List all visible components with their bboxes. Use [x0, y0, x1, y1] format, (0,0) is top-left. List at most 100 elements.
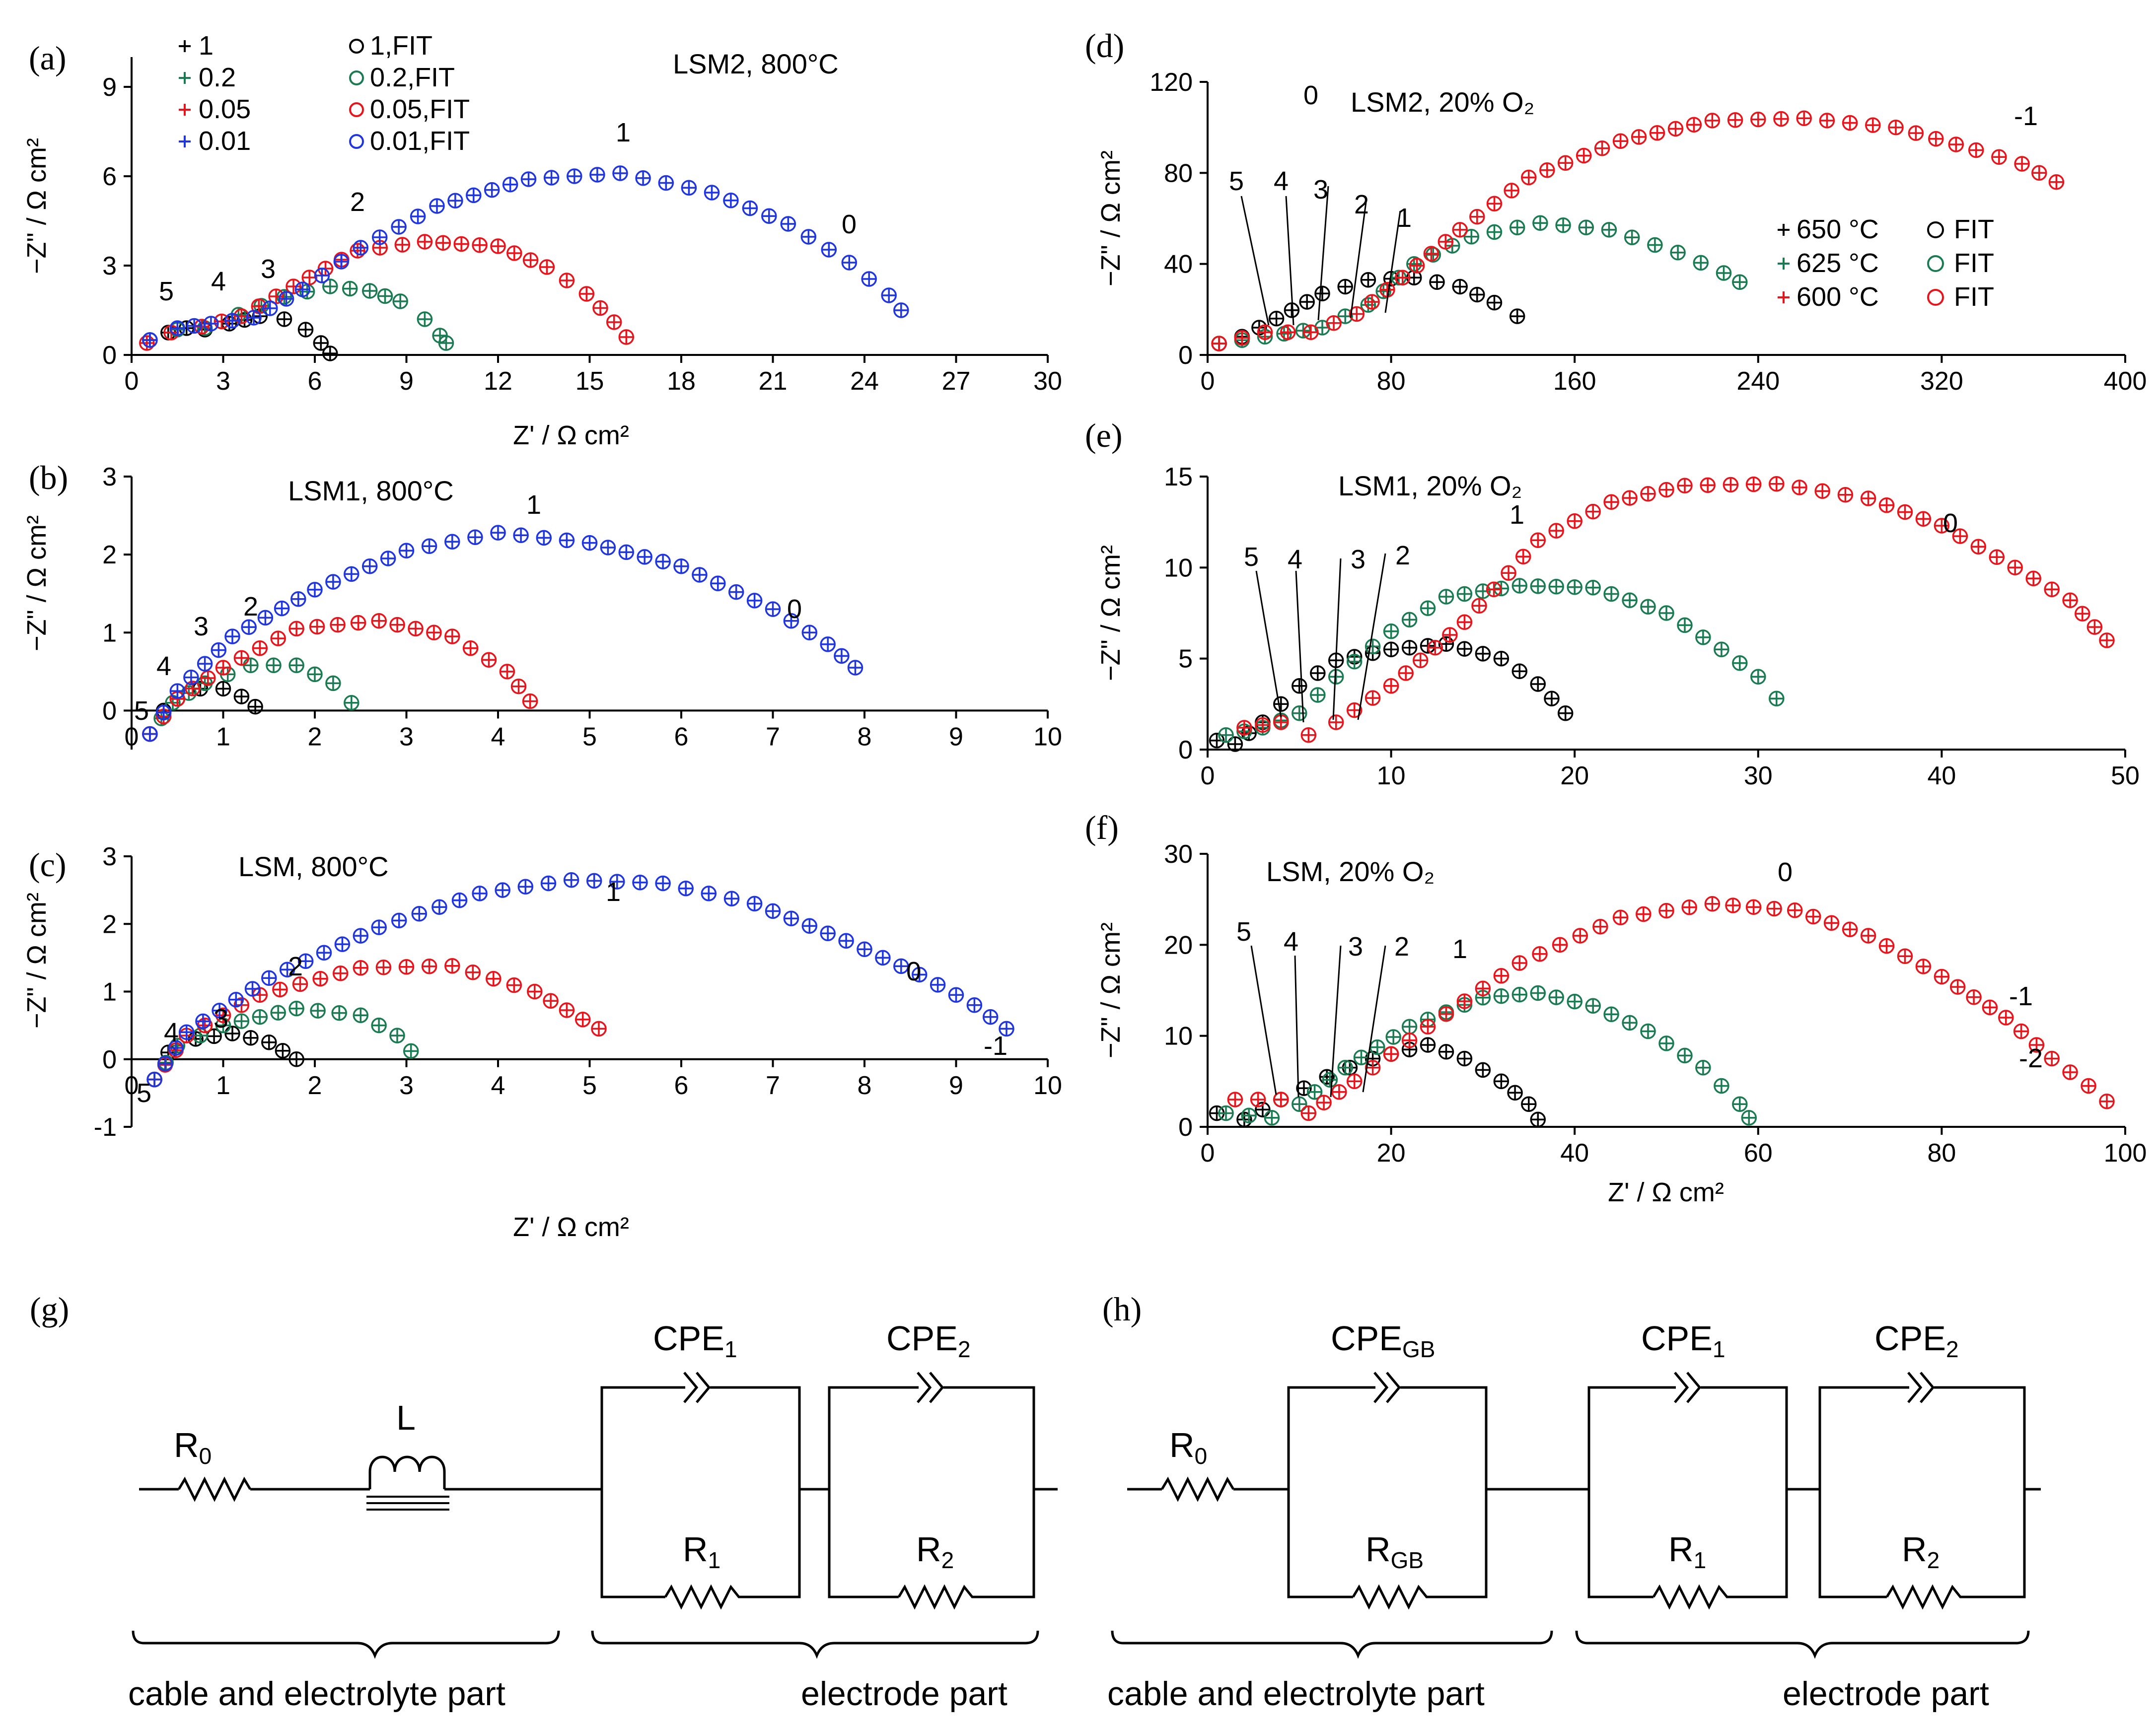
x-tick-label: 0 [125, 367, 139, 396]
fit-point [527, 983, 543, 1000]
panel-label-d: (d) [1085, 27, 1124, 65]
label-rgb: RGB [1365, 1530, 1424, 1573]
fit-point [1745, 476, 1762, 492]
measured-point [1403, 613, 1416, 626]
panel-label-e: (e) [1085, 416, 1122, 454]
measured-point [1487, 583, 1501, 596]
fit-point [270, 1005, 286, 1021]
fit-point [1745, 899, 1762, 915]
fit-point [1234, 330, 1250, 346]
y-tick-label: 5 [1178, 645, 1193, 674]
measured-point [1213, 337, 1226, 350]
fit-point [1218, 1105, 1234, 1121]
fit-point [1622, 1015, 1638, 1031]
measured-point [1793, 481, 1806, 494]
measured-point [1228, 738, 1242, 751]
fit-point [1544, 691, 1560, 707]
annotation-leader-line [1350, 198, 1367, 318]
measured-point [1531, 579, 1545, 593]
fit-point [155, 704, 172, 721]
y-tick-label: 6 [102, 162, 117, 191]
fit-point [1493, 650, 1509, 667]
measured-point [400, 544, 413, 557]
fit-point [746, 593, 763, 609]
chart-title: LSM2, 20% O₂ [1351, 86, 1534, 118]
measured-point [216, 661, 230, 674]
fit-point [243, 1030, 259, 1046]
fit-point [1677, 1047, 1693, 1064]
measured-point [724, 194, 737, 207]
fit-point [1328, 714, 1344, 730]
measured-point [675, 559, 688, 573]
fit-point [2013, 1023, 2029, 1039]
fit-point [559, 273, 575, 288]
measured-point [1495, 1075, 1508, 1088]
fit-point [169, 683, 186, 699]
fit-point [875, 950, 891, 966]
measured-point [409, 622, 422, 635]
fit-point [2044, 581, 2060, 598]
fit-point [1819, 113, 1835, 129]
fit-point [911, 967, 928, 983]
measured-point [2064, 594, 2077, 607]
fit-point [1383, 641, 1399, 658]
brace-cable-electrolyte [132, 1630, 560, 1659]
fit-point [361, 558, 378, 574]
resistor-r2 [897, 1584, 978, 1610]
frequency-decade-label: 3 [261, 254, 276, 284]
measured-point [620, 546, 633, 559]
fit-point [1515, 549, 1531, 565]
frequency-decade-label: -1 [984, 1031, 1007, 1061]
fit-point [1452, 278, 1468, 295]
fit-point [801, 918, 818, 934]
fit-point [288, 657, 304, 674]
fit-point [330, 617, 346, 633]
fit-point [1970, 539, 1987, 554]
fit-point [297, 322, 314, 338]
fit-point [1693, 255, 1709, 271]
fit-point [1409, 258, 1425, 274]
measured-point [1768, 902, 1781, 915]
fit-point [930, 977, 946, 993]
fit-point [1456, 641, 1473, 657]
measured-point [984, 1010, 997, 1024]
fit-point [1878, 938, 1895, 954]
measured-point [560, 274, 574, 287]
measured-point [396, 238, 409, 251]
measured-point [1605, 1008, 1618, 1021]
measured-point [1403, 641, 1416, 654]
legend-marker-fit [1927, 289, 1944, 306]
measured-point [453, 894, 466, 907]
measured-point [201, 672, 215, 685]
measured-point [949, 988, 963, 1002]
series-625--C [1218, 985, 1757, 1126]
fit-point [233, 1013, 250, 1029]
x-tick-label: 2 [308, 722, 322, 751]
legend-marker-measured [1778, 258, 1790, 270]
frequency-decade-label: 2 [1395, 541, 1410, 570]
fit-point [261, 1034, 277, 1050]
measured-point [1425, 247, 1438, 260]
fit-point [215, 681, 231, 697]
measured-point [262, 1036, 276, 1049]
fit-point [462, 640, 479, 656]
measured-point [1550, 991, 1563, 1004]
y-tick-label: 10 [1164, 1022, 1193, 1051]
fit-point [1805, 908, 1821, 925]
fit-point [1337, 278, 1353, 295]
fit-point [586, 873, 602, 889]
series-0.01 [142, 525, 863, 742]
label-r1: R1 [683, 1530, 720, 1573]
measured-point [1429, 641, 1442, 654]
fit-point [185, 681, 201, 696]
measured-point [377, 961, 390, 974]
fit-point [142, 726, 158, 742]
fit-point [1507, 1085, 1523, 1101]
x-tick-label: 8 [858, 722, 872, 751]
measured-point [1265, 1111, 1279, 1124]
measured-point [1348, 703, 1361, 717]
fit-point [575, 1011, 591, 1028]
cpegb-symbol [1373, 1372, 1389, 1403]
measured-point [363, 284, 376, 297]
measured-point [782, 217, 795, 230]
